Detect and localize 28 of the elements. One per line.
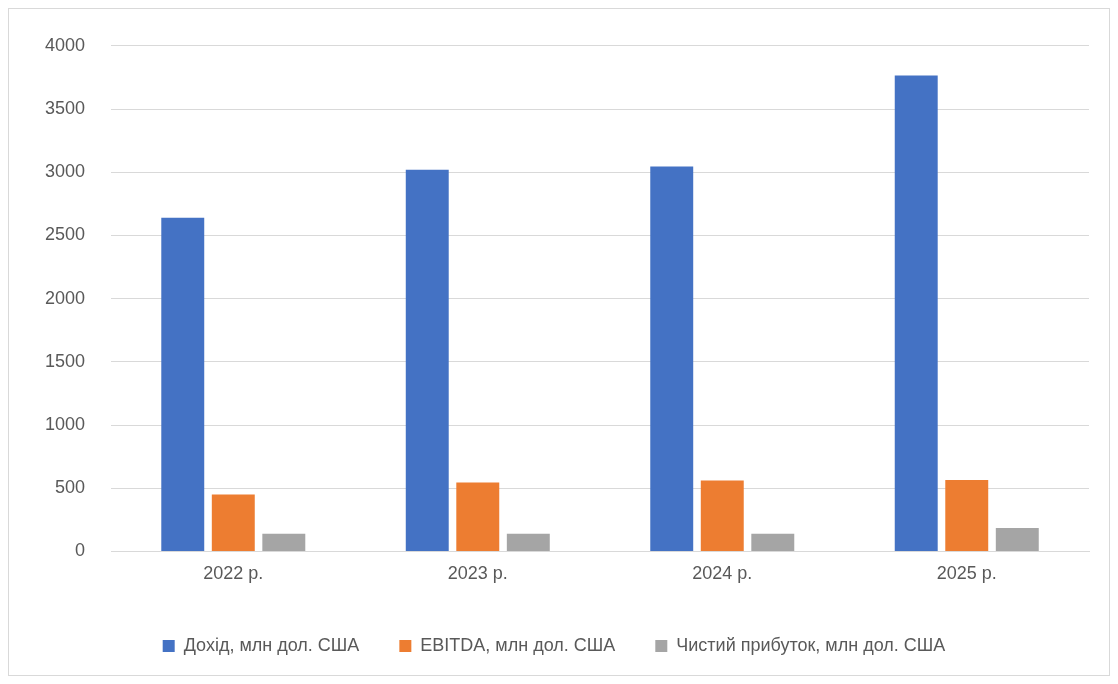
bar (700, 480, 744, 551)
legend-label: Чистий прибуток, млн дол. США (676, 634, 946, 655)
y-tick-label: 3000 (45, 161, 86, 182)
y-tick-label: 0 (75, 540, 86, 561)
bar (405, 169, 449, 551)
y-tick-label: 4000 (45, 34, 86, 55)
bar (751, 533, 795, 551)
bar (456, 482, 500, 551)
x-tick-label: 2023 р. (447, 563, 508, 584)
bar (211, 494, 255, 551)
bar (262, 533, 306, 551)
bar (995, 528, 1039, 551)
legend-label: Дохід, млн дол. США (183, 634, 360, 655)
bar (894, 75, 938, 551)
bar (161, 217, 205, 551)
y-tick-label: 500 (55, 477, 86, 498)
y-tick-label: 2500 (45, 224, 86, 245)
y-tick-label: 3500 (45, 97, 86, 118)
bar (650, 166, 694, 551)
x-tick-label: 2024 р. (692, 563, 753, 584)
y-tick-label: 1500 (45, 350, 86, 371)
y-tick-label: 2000 (45, 287, 86, 308)
legend-label: EBITDA, млн дол. США (420, 634, 616, 655)
x-tick-label: 2022 р. (203, 563, 264, 584)
bar (506, 533, 550, 551)
x-tick-label: 2025 р. (936, 563, 997, 584)
y-tick-label: 1000 (45, 413, 86, 434)
bar (945, 479, 989, 551)
